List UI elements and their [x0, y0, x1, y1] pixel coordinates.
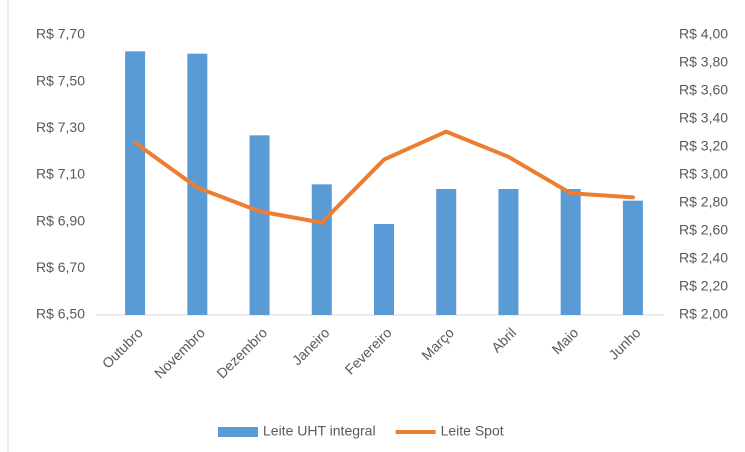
y2-tick-label: R$ 2,60 — [679, 222, 728, 238]
y2-tick-label: R$ 2,80 — [679, 194, 728, 210]
bar — [311, 184, 332, 315]
y2-tick-label: R$ 3,40 — [679, 110, 728, 126]
line — [133, 129, 635, 225]
y-tick-label: R$ 7,30 — [36, 119, 85, 135]
bar — [498, 189, 519, 315]
bar — [560, 189, 581, 315]
bar — [622, 200, 643, 315]
x-tick-label: Novembro — [151, 324, 208, 381]
y-tick-label: R$ 7,70 — [36, 26, 85, 42]
x-tick-label: Março — [418, 324, 457, 363]
y-tick-label: R$ 7,10 — [36, 166, 85, 182]
bar — [125, 51, 146, 315]
bar — [249, 135, 270, 315]
y2-tick-label: R$ 2,20 — [679, 278, 728, 294]
bar — [187, 53, 208, 316]
y2-tick-label: R$ 4,00 — [679, 26, 728, 42]
y-tick-label: R$ 6,50 — [36, 306, 85, 322]
x-tick-label: Fevereiro — [342, 324, 395, 377]
y2-tick-label: R$ 3,80 — [679, 54, 728, 70]
y2-tick-label: R$ 3,00 — [679, 166, 728, 182]
y-tick-label: R$ 7,50 — [36, 72, 85, 88]
y-tick-label: R$ 6,90 — [36, 212, 85, 228]
x-tick-label: Abril — [488, 324, 519, 355]
x-tick-label: Outubro — [99, 324, 146, 371]
x-tick-label: Junho — [605, 324, 643, 362]
y2-tick-label: R$ 2,40 — [679, 250, 728, 266]
y2-tick-label: R$ 3,20 — [679, 138, 728, 154]
bar — [374, 224, 394, 315]
x-tick-label: Dezembro — [213, 324, 270, 381]
legend-label: Leite Spot — [441, 423, 504, 439]
legend-swatch — [218, 427, 258, 437]
y2-tick-label: R$ 2,00 — [679, 306, 728, 322]
x-tick-label: Janeiro — [289, 324, 333, 368]
y-tick-label: R$ 6,70 — [36, 259, 85, 275]
y2-tick-label: R$ 3,60 — [679, 82, 728, 98]
bar — [436, 189, 457, 315]
x-tick-label: Maio — [549, 324, 582, 357]
legend-label: Leite UHT integral — [263, 423, 376, 439]
